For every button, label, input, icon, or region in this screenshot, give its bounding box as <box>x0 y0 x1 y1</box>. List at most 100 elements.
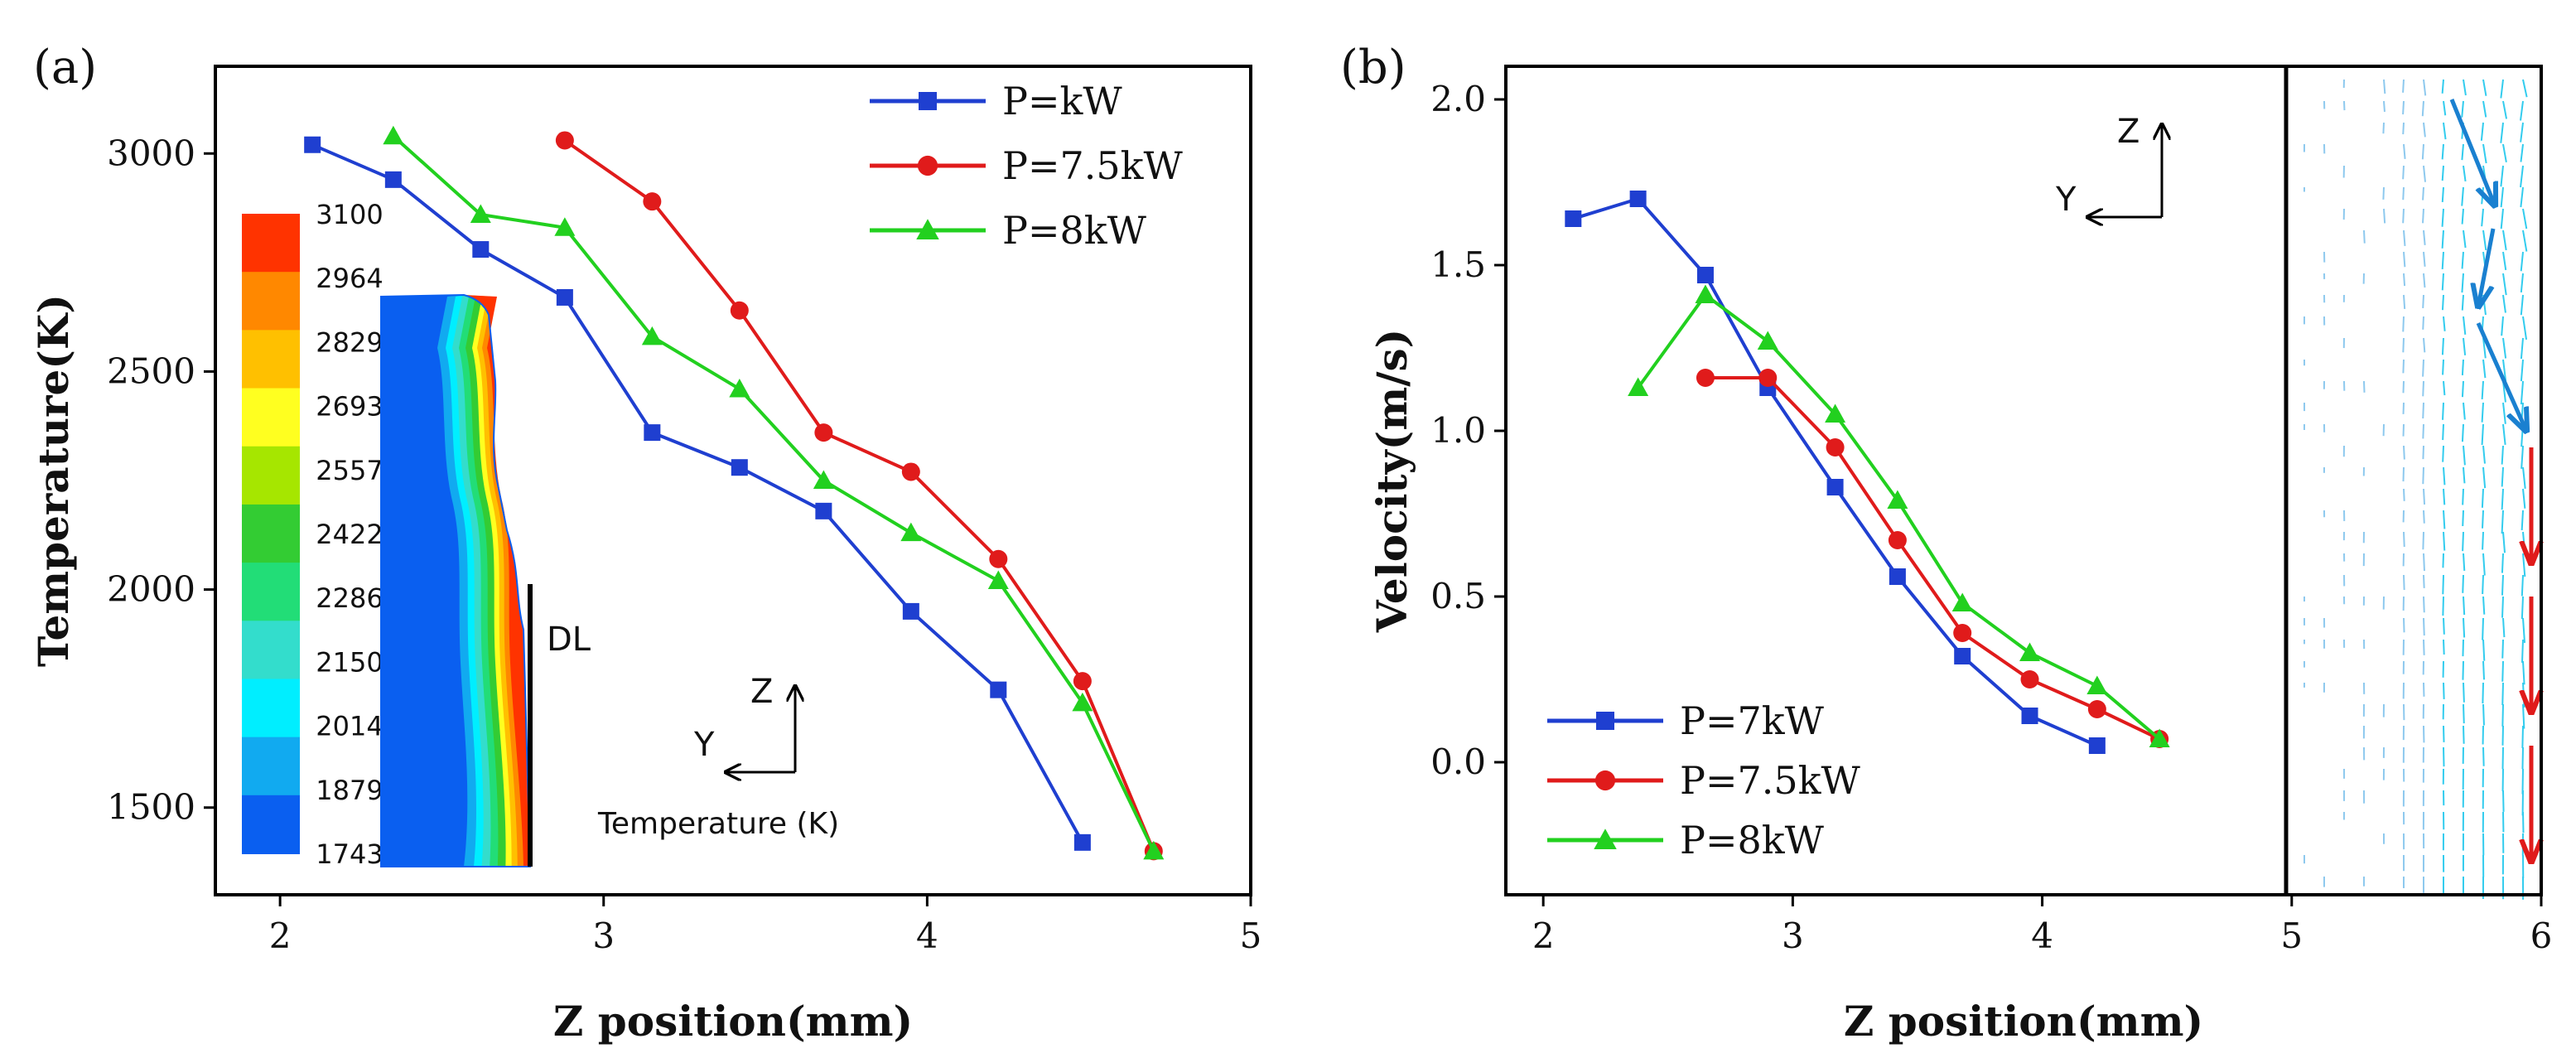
data-point <box>1825 403 1846 423</box>
colorbar-tick-label: 1743 <box>316 838 383 870</box>
velocity-vector <box>2482 337 2487 359</box>
velocity-vector <box>2422 316 2424 330</box>
velocity-vector <box>2402 316 2405 332</box>
series-2 <box>1696 369 2169 748</box>
velocity-vector <box>2501 445 2504 465</box>
velocity-vector <box>2482 746 2485 766</box>
velocity-vector <box>2501 639 2504 659</box>
velocity-vector <box>2502 423 2506 445</box>
velocity-vector <box>2521 639 2524 663</box>
data-point <box>1696 267 1714 283</box>
velocity-vector <box>2402 122 2405 135</box>
colorbar-segment <box>242 388 300 447</box>
data-point <box>1143 840 1165 860</box>
velocity-vector <box>2522 682 2525 708</box>
legend-label: P=7.5kW <box>1002 143 1184 188</box>
velocity-vector <box>2423 251 2426 267</box>
colorbar-tick-label: 2829 <box>316 326 383 358</box>
y-tick-label: 2500 <box>107 350 195 391</box>
data-point <box>1888 531 1907 549</box>
velocity-vector <box>2521 574 2524 597</box>
velocity-vector <box>2422 466 2424 485</box>
legend-label: P=7.5kW <box>1680 758 1861 803</box>
velocity-vector <box>2502 273 2507 296</box>
velocity-vector <box>2422 186 2424 200</box>
velocity-vector <box>2403 531 2405 548</box>
axis-triad-a: Z Y <box>693 673 795 772</box>
data-point <box>304 136 321 153</box>
velocity-vector <box>2461 100 2464 118</box>
velocity-vector <box>2422 359 2424 377</box>
velocity-vector <box>2403 488 2405 501</box>
velocity-vector <box>2443 122 2447 140</box>
velocity-vector <box>2402 186 2405 200</box>
data-point <box>2019 642 2041 661</box>
velocity-vector <box>2500 79 2504 99</box>
axis-triad-b: Z Y <box>2055 113 2162 219</box>
data-point <box>900 522 922 542</box>
x-tick-label: 5 <box>2280 915 2303 956</box>
velocity-vector <box>2463 229 2467 249</box>
colorbar-tick-label: 2422 <box>316 519 383 550</box>
x-tick-label: 3 <box>592 915 615 956</box>
velocity-vector <box>2482 445 2486 464</box>
series-3 <box>383 125 1165 860</box>
axis-y-label-a: Y <box>693 726 715 764</box>
velocity-vector <box>2402 208 2405 224</box>
legend-label: P=8kW <box>1680 818 1825 862</box>
velocity-vector <box>2482 660 2486 680</box>
data-point <box>2020 670 2039 688</box>
colorbar-segment <box>242 214 300 273</box>
velocity-vector <box>2363 229 2366 244</box>
contour-band <box>464 295 530 867</box>
colorbar-segment <box>242 272 300 331</box>
velocity-vector <box>2402 466 2405 482</box>
data-point <box>2149 728 2170 747</box>
velocity-vector <box>2403 617 2405 633</box>
velocity-vector <box>2520 337 2524 360</box>
legend-label: P=7kW <box>1680 698 1825 743</box>
data-point <box>1073 833 1091 851</box>
velocity-vector <box>2501 574 2504 596</box>
velocity-vector <box>2423 165 2426 182</box>
velocity-vector <box>2443 488 2446 505</box>
velocity-vector <box>2522 531 2526 555</box>
legend-b: P=7kW P=7.5kW P=8kW <box>1547 698 1861 862</box>
velocity-vector <box>2443 531 2446 551</box>
velocity-vector <box>2383 79 2386 94</box>
series-1 <box>1565 191 2106 754</box>
x-axis-title-a: Z position(mm) <box>553 997 913 1046</box>
legend-item: P=8kW <box>1547 818 1825 862</box>
velocity-vector <box>2481 423 2484 446</box>
data-point <box>1951 592 1973 611</box>
velocity-vector <box>2403 445 2405 460</box>
data-point <box>383 125 404 145</box>
data-point <box>1757 331 1778 350</box>
velocity-vector <box>2522 316 2528 341</box>
y-tick-label: 1.5 <box>1430 244 1486 285</box>
velocity-vector <box>2520 294 2524 316</box>
data-point <box>729 378 750 398</box>
velocity-vector <box>2443 682 2445 699</box>
data-point <box>730 301 749 320</box>
velocity-vector <box>2482 553 2486 576</box>
velocity-vector <box>2463 553 2466 571</box>
data-point <box>556 288 573 306</box>
colorbar-tick-label: 2014 <box>316 711 383 742</box>
velocity-vector <box>2402 79 2405 93</box>
velocity-vector <box>2403 273 2406 287</box>
data-point <box>987 570 1009 590</box>
data-point <box>644 424 661 442</box>
velocity-vector <box>2482 143 2487 164</box>
velocity-vector <box>2520 143 2524 162</box>
velocity-vector <box>2482 294 2487 316</box>
y-tick-label: 0.5 <box>1430 576 1486 616</box>
data-point <box>1758 369 1778 387</box>
plot-area-a <box>304 125 1165 861</box>
velocity-vector <box>2482 466 2487 489</box>
ticks-a: 2 3 4 5 1500 2000 2500 3000 <box>107 133 1261 956</box>
colorbar-tick-label: 2693 <box>316 391 383 423</box>
velocity-vector <box>2502 359 2507 382</box>
series-line <box>392 134 1155 853</box>
